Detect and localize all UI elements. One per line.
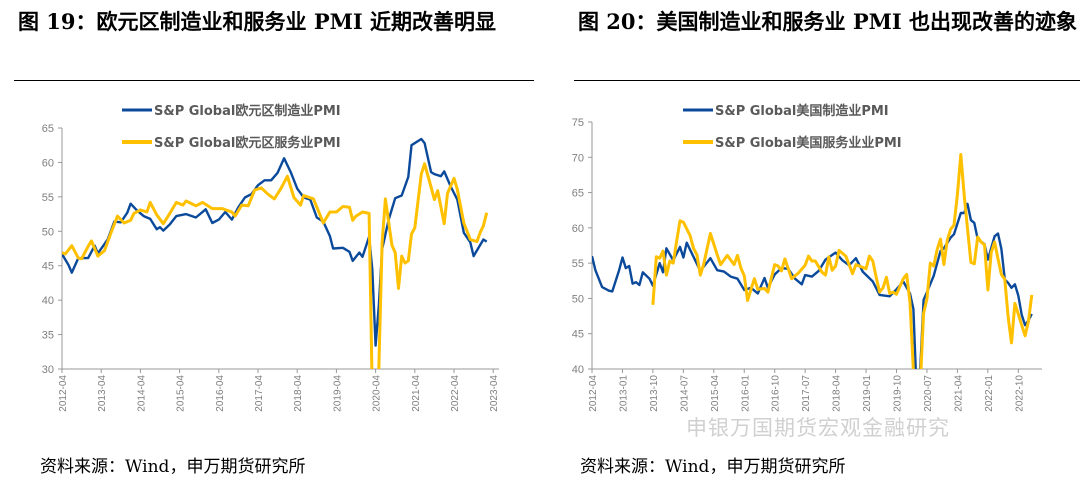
y-tick-label: 55 — [572, 258, 584, 270]
y-tick-label: 35 — [42, 330, 54, 342]
y-tick-label: 50 — [572, 293, 584, 305]
x-tick-label: 2016-01 — [740, 375, 751, 412]
x-tick-label: 2020-04 — [372, 375, 383, 412]
x-tick-label: 2021-04 — [953, 375, 964, 412]
legend-label: S&P Global欧元区服务业PMI — [154, 135, 341, 151]
legend-label: S&P Global美国制造业PMI — [715, 103, 889, 119]
y-tick-label: 60 — [572, 223, 584, 235]
x-tick-label: 2022-10 — [1014, 375, 1025, 412]
series-line-manufacturing — [592, 202, 1033, 369]
x-tick-label: 2020-07 — [923, 375, 934, 412]
chart-title-right: 图 20：美国制造业和服务业 PMI 也出现改善的迹象 — [578, 9, 1078, 34]
y-tick-label: 40 — [572, 364, 584, 376]
x-tick-label: 2019-01 — [862, 375, 873, 412]
y-tick-label: 45 — [42, 261, 54, 273]
y-tick-label: 70 — [572, 152, 584, 164]
x-tick-label: 2018-04 — [293, 375, 304, 412]
x-tick-label: 2014-07 — [679, 375, 690, 412]
y-tick-label: 30 — [42, 364, 54, 376]
watermark: 申银万国期货宏观金融研究 — [686, 416, 950, 440]
x-tick-label: 2015-04 — [176, 375, 187, 412]
x-tick-label: 2023-04 — [489, 375, 500, 412]
source-note-right: 资料来源：Wind，申万期货研究所 — [580, 457, 846, 477]
y-tick-label: 40 — [42, 295, 54, 307]
title-divider-right — [574, 80, 1080, 81]
x-tick-label: 2019-10 — [893, 375, 904, 412]
x-tick-label: 2014-04 — [136, 375, 147, 412]
x-tick-label: 2013-04 — [97, 375, 108, 412]
chart-title-left: 图 19：欧元区制造业和服务业 PMI 近期改善明显 — [18, 9, 497, 34]
chart-us: 40 45 50 55 60 65 70 75 2012-04 2013-01 2013-10 201… — [572, 103, 1042, 412]
x-tick-label: 2015-04 — [710, 375, 721, 412]
x-tick-label: 2021-04 — [411, 375, 422, 412]
y-tick-label: 75 — [572, 117, 584, 129]
x-tick-label: 2016-04 — [215, 375, 226, 412]
y-tick-label: 65 — [572, 188, 584, 200]
x-tick-label: 2013-10 — [649, 375, 660, 412]
x-tick-label: 2017-07 — [801, 375, 812, 412]
y-tick-label: 45 — [572, 329, 584, 341]
source-note-left: 资料来源：Wind，申万期货研究所 — [40, 457, 306, 477]
series-line-services — [62, 162, 489, 369]
x-tick-label: 2022-01 — [984, 375, 995, 412]
y-tick-label: 50 — [42, 226, 54, 238]
x-tick-label: 2012-04 — [58, 375, 69, 412]
legend-label: S&P Global美国服务业业PMI — [715, 135, 902, 151]
x-tick-label: 2016-10 — [771, 375, 782, 412]
y-tick-label: 60 — [42, 157, 54, 169]
series-line-manufacturing — [62, 137, 488, 347]
x-tick-label: 2012-04 — [588, 375, 599, 412]
series-line-services — [651, 153, 1034, 369]
y-tick-label: 55 — [42, 192, 54, 204]
legend-label: S&P Global欧元区制造业PMI — [154, 103, 341, 119]
title-divider-left — [14, 80, 534, 81]
x-tick-label: 2019-04 — [332, 375, 343, 412]
x-tick-label: 2022-04 — [450, 375, 461, 412]
x-tick-label: 2017-04 — [254, 375, 265, 412]
y-tick-label: 65 — [42, 123, 54, 135]
x-tick-label: 2013-01 — [618, 375, 629, 412]
chart-eurozone: 30 35 40 45 50 55 60 65 2012-04 2013-04 2014-04 201… — [42, 103, 500, 412]
x-tick-label: 2018-04 — [832, 375, 843, 412]
